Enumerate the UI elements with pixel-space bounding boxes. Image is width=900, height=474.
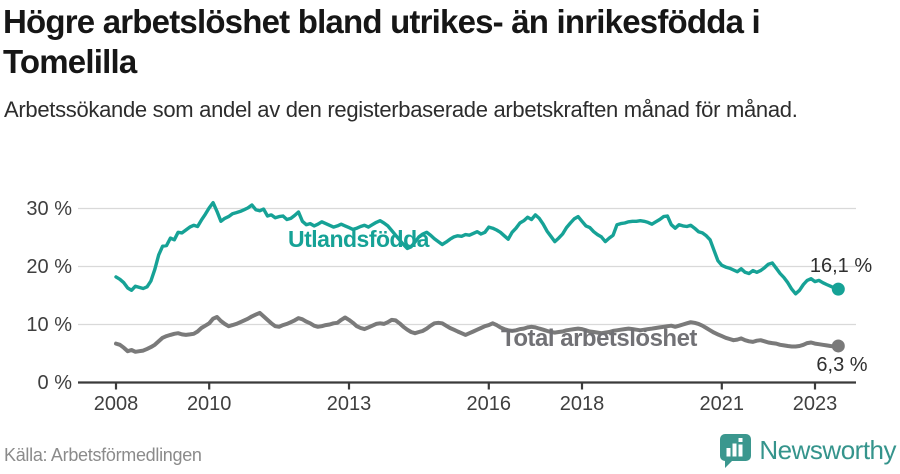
brand-name: Newsworthy bbox=[759, 434, 896, 465]
series-line-total-arbetsloshet bbox=[114, 310, 841, 354]
series-end-dot-utlandsfodda bbox=[831, 282, 845, 296]
series-label-utlandsfodda: Utlandsfödda bbox=[288, 226, 430, 252]
y-axis-tick-label: 10 % bbox=[26, 314, 72, 336]
newsworthy-logo: Newsworthy bbox=[718, 431, 896, 469]
chart-title: Högre arbetslöshet bland utrikes- än inr… bbox=[3, 3, 761, 81]
x-axis-tick-label: 2023 bbox=[793, 393, 838, 415]
series-end-dot-total-arbetsloshet bbox=[831, 339, 845, 353]
x-axis-tick-label: 2018 bbox=[560, 393, 605, 415]
y-axis-tick-label: 30 % bbox=[26, 198, 72, 220]
x-axis-tick-label: 2010 bbox=[187, 393, 232, 415]
chart-subtitle: Arbetssökande som andel av den registerb… bbox=[4, 97, 798, 122]
series-value-label-utlandsfodda: 16,1 % bbox=[810, 255, 872, 277]
series-label-total-arbetsloshet: Total arbetslöshet bbox=[501, 325, 697, 352]
source-note: Källa: Arbetsförmedlingen bbox=[4, 445, 202, 465]
series-line-utlandsfodda bbox=[114, 200, 840, 296]
y-axis-tick-label: 0 % bbox=[38, 372, 73, 394]
x-axis-tick-label: 2013 bbox=[327, 393, 372, 415]
newsworthy-bar-chart-bubble-icon bbox=[720, 434, 752, 468]
x-axis-tick-label: 2008 bbox=[94, 393, 139, 415]
series-value-label-total-arbetsloshet: 6,3 % bbox=[816, 354, 867, 376]
y-axis-tick-label: 20 % bbox=[26, 256, 72, 278]
x-axis-tick-label: 2021 bbox=[700, 393, 745, 415]
x-axis-tick-label: 2016 bbox=[467, 393, 512, 415]
